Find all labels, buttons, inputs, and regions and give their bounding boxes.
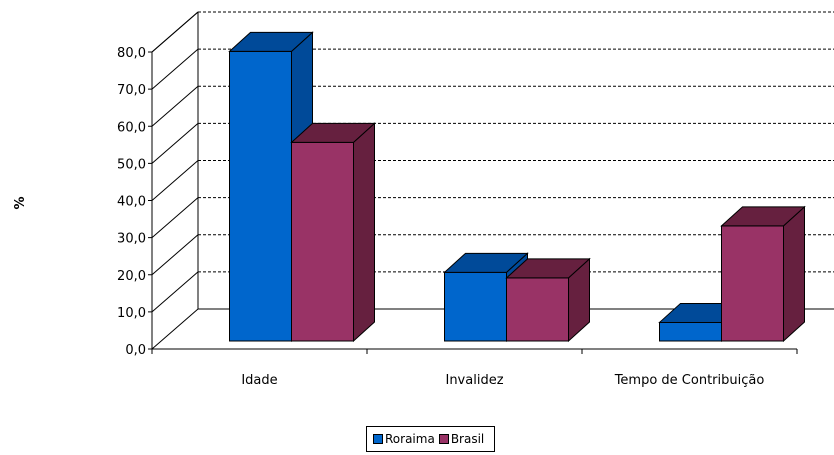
bar-top	[443, 252, 529, 273]
legend-swatch	[438, 434, 449, 444]
bar-roraima-1	[228, 31, 314, 343]
x-category-label: Idade	[241, 373, 277, 388]
bar-top	[720, 206, 806, 227]
y-tick-label: 70,0	[117, 83, 146, 98]
bars	[228, 31, 806, 343]
x-axis-categories: Idade Invalidez Tempo de Contribuição	[241, 373, 764, 388]
legend-swatch	[373, 434, 383, 444]
legend-item-brasil: Brasil	[438, 432, 485, 446]
bar-top	[290, 122, 376, 143]
y-tick-label: 20,0	[117, 269, 146, 284]
bar-front	[506, 277, 569, 342]
x-category-label: Invalidez	[445, 373, 503, 388]
bar-side	[353, 122, 375, 343]
legend-label: Brasil	[450, 432, 485, 446]
bar-top	[228, 31, 314, 52]
y-tick-label: 10,0	[117, 306, 146, 321]
y-axis-ticks: 0,0 10,0 20,0 30,0 40,0 50,0 60,0 70,0 80,0	[117, 46, 152, 358]
bar-front	[444, 271, 507, 342]
bar-front	[721, 225, 784, 342]
bar-side	[783, 205, 805, 343]
gridline-diagonal	[151, 85, 199, 127]
bar-front	[291, 141, 354, 342]
y-tick-label: 60,0	[117, 120, 146, 135]
gridline-diagonal	[151, 234, 199, 276]
bar-brasil-2	[505, 257, 591, 343]
bar-brasil-3	[720, 205, 806, 343]
y-tick-label: 30,0	[117, 232, 146, 247]
gridline-diagonal	[151, 197, 199, 239]
gridline-diagonal	[151, 48, 199, 90]
y-tick-label: 80,0	[117, 46, 146, 61]
gridline-diagonal	[151, 160, 199, 201]
legend-label: Roraima	[385, 432, 435, 446]
gridline-diagonal	[151, 271, 199, 313]
gridline-diagonal	[151, 122, 199, 164]
bar-brasil-1	[290, 122, 376, 343]
y-tick-label: 50,0	[117, 157, 146, 172]
bar-front	[229, 50, 292, 342]
legend-item-roraima: Roraima	[373, 432, 435, 446]
y-axis-label: %	[13, 196, 28, 209]
x-category-label: Tempo de Contribuição	[614, 373, 765, 388]
bar-top	[505, 258, 591, 279]
bar-front	[659, 321, 722, 342]
y-tick-label: 0,0	[125, 343, 146, 358]
legend: Roraima Brasil	[366, 426, 496, 452]
y-tick-label: 40,0	[117, 195, 146, 210]
